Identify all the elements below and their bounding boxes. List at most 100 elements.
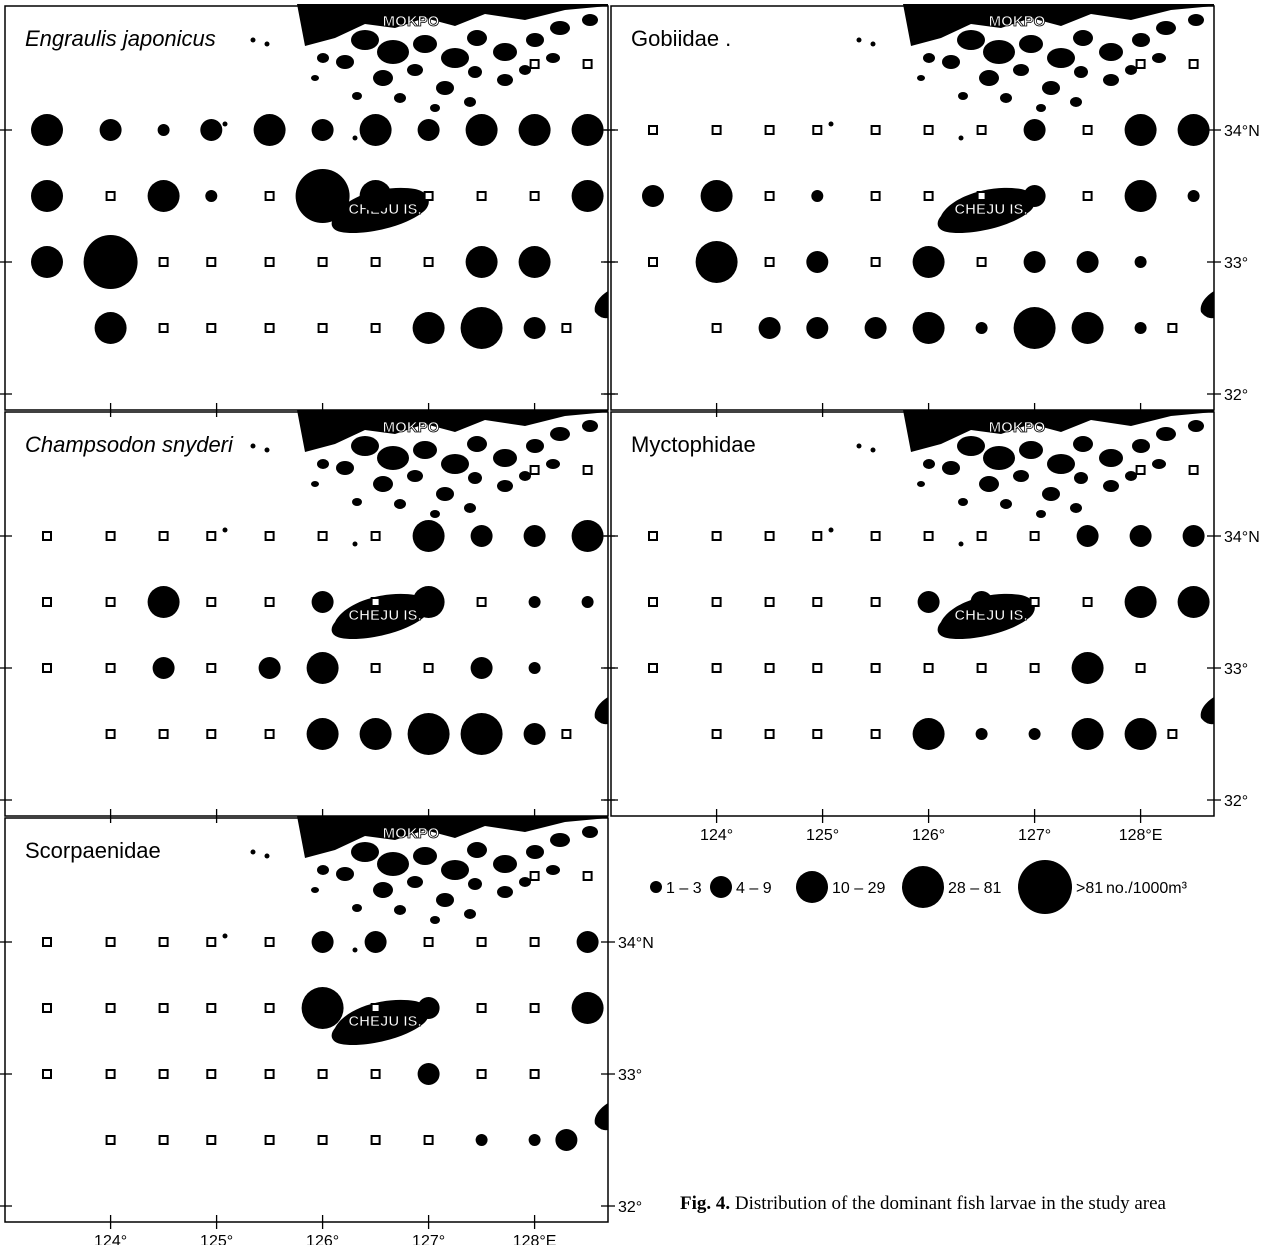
abundance-circle bbox=[475, 1134, 488, 1146]
station-empty-marker bbox=[1082, 597, 1093, 607]
coastline bbox=[222, 410, 608, 725]
island-shape bbox=[526, 845, 544, 859]
abundance-circle bbox=[917, 591, 940, 613]
island-shape bbox=[1103, 74, 1119, 86]
island-shape bbox=[582, 14, 598, 26]
latitude-label: 32° bbox=[1224, 793, 1248, 810]
abundance-circle bbox=[518, 114, 551, 146]
station-empty-marker bbox=[370, 1135, 381, 1145]
island-shape bbox=[1188, 14, 1204, 26]
station-empty-marker bbox=[1135, 465, 1146, 475]
station-empty-marker bbox=[529, 191, 540, 201]
longitude-label: 124° bbox=[700, 827, 733, 844]
coastline bbox=[222, 4, 608, 319]
cheju-island-shape bbox=[937, 187, 1035, 234]
abundance-circle bbox=[407, 713, 450, 755]
island-shape bbox=[957, 30, 985, 50]
island-shape bbox=[1013, 470, 1029, 482]
east-island-shape bbox=[594, 1103, 608, 1131]
island-shape bbox=[1036, 510, 1046, 518]
latitude-label: 33° bbox=[618, 1067, 642, 1084]
mainland-shape bbox=[297, 4, 608, 46]
east-island-shape bbox=[594, 291, 608, 319]
abundance-circle bbox=[571, 992, 604, 1024]
abundance-circle bbox=[912, 718, 945, 750]
station-empty-marker bbox=[105, 1135, 116, 1145]
abundance-circle bbox=[523, 525, 546, 547]
island-shape bbox=[351, 436, 379, 456]
abundance-circle bbox=[311, 591, 334, 613]
coastline bbox=[828, 410, 1214, 725]
panel-frame bbox=[610, 411, 1215, 817]
station-empty-marker bbox=[711, 323, 722, 333]
abundance-circle bbox=[311, 931, 334, 953]
station-empty-marker bbox=[812, 729, 823, 739]
island-shape bbox=[394, 93, 406, 103]
abundance-circle bbox=[417, 997, 440, 1019]
island-shape bbox=[550, 427, 570, 441]
island-shape bbox=[958, 92, 968, 100]
abundance-circle bbox=[157, 124, 170, 136]
island-shape bbox=[373, 476, 393, 492]
island-shape bbox=[526, 439, 544, 453]
island-shape bbox=[1074, 66, 1088, 78]
island-shape bbox=[413, 441, 437, 459]
station-empty-marker bbox=[976, 125, 987, 135]
legend-label: 10 – 29 bbox=[832, 880, 885, 897]
station-empty-marker bbox=[648, 597, 658, 607]
station-empty-marker bbox=[870, 597, 881, 607]
station-empty-marker bbox=[870, 191, 881, 201]
station-empty-marker bbox=[105, 531, 116, 541]
station-empty-marker bbox=[1135, 663, 1146, 673]
island-shape bbox=[923, 459, 935, 469]
abundance-circle bbox=[417, 119, 440, 141]
island-shape bbox=[377, 852, 409, 876]
panel-title: Myctophidae bbox=[631, 432, 756, 457]
legend-circle bbox=[650, 881, 662, 893]
longitude-label: 126° bbox=[912, 827, 945, 844]
station-empty-marker bbox=[476, 1069, 487, 1079]
abundance-circle bbox=[912, 246, 945, 278]
island-shape bbox=[1073, 30, 1093, 46]
abundance-circle bbox=[975, 322, 988, 334]
abundance-circle bbox=[1023, 251, 1046, 273]
station-empty-marker bbox=[1082, 125, 1093, 135]
island-shape bbox=[430, 510, 440, 518]
legend-circle bbox=[710, 876, 732, 898]
station-empty-marker bbox=[42, 663, 52, 673]
station-empty-marker bbox=[206, 729, 217, 739]
station-empty-marker bbox=[264, 937, 275, 947]
island-shape bbox=[923, 53, 935, 63]
abundance-circle bbox=[912, 312, 945, 344]
abundance-circle bbox=[1124, 586, 1157, 618]
abundance-circle bbox=[306, 718, 339, 750]
legend: 1 – 3 4 – 9 10 – 29 28 – 81 >81 no./1000m³ bbox=[650, 860, 1188, 914]
island-shape bbox=[311, 481, 319, 487]
island-shape bbox=[413, 35, 437, 53]
latitude-label: 33° bbox=[1224, 661, 1248, 678]
station-empty-marker bbox=[812, 125, 823, 135]
abundance-circle bbox=[806, 317, 829, 339]
longitude-label: 125° bbox=[200, 1233, 233, 1245]
latitude-label: 33° bbox=[1224, 255, 1248, 272]
island-shape bbox=[377, 40, 409, 64]
abundance-circle bbox=[1028, 728, 1041, 740]
islet-shape bbox=[958, 135, 964, 141]
abundance-circle bbox=[523, 723, 546, 745]
station-empty-marker bbox=[1135, 59, 1146, 69]
island-shape bbox=[351, 842, 379, 862]
island-shape bbox=[1000, 93, 1012, 103]
island-shape bbox=[467, 30, 487, 46]
station-empty-marker bbox=[42, 937, 52, 947]
abundance-circle bbox=[528, 1134, 541, 1146]
abundance-circle bbox=[1124, 718, 1157, 750]
abundance-circle bbox=[571, 520, 604, 552]
station-empty-marker bbox=[206, 663, 217, 673]
station-empty-marker bbox=[976, 257, 987, 267]
map-panel: MOKPO CHEJU IS. Scorpaenidae 34°N 33° 32° 124°… bbox=[0, 816, 654, 1245]
latitude-label: 32° bbox=[1224, 387, 1248, 404]
island-shape bbox=[1125, 65, 1137, 75]
map-panel: MOKPO CHEJU IS. Champsodon snyderi bbox=[0, 410, 615, 823]
island-shape bbox=[336, 461, 354, 475]
island-shape bbox=[1036, 104, 1046, 112]
